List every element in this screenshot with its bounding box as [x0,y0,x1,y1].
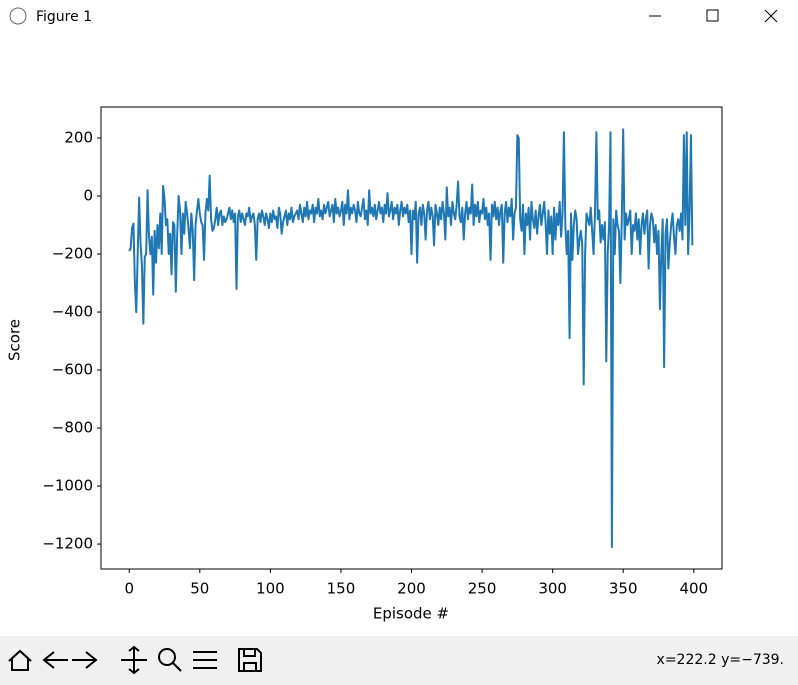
home-button[interactable] [8,649,32,671]
score-line [128,128,694,548]
x-tick-label: 0 [124,580,134,598]
y-tick-label: −1200 [42,535,93,553]
x-tick-label: 50 [190,580,209,598]
coordinates: x=222.2 y=−739. [657,652,784,668]
forward-button[interactable] [72,651,98,669]
y-tick-label: −800 [52,419,93,437]
y-tick-label: −400 [52,303,93,321]
y-tick-label: −600 [52,361,93,379]
app-icon [9,7,27,25]
y-axis-label: Score [6,319,24,361]
x-tick-label: 300 [538,580,567,598]
close-button[interactable] [764,9,778,23]
y-tick-label: 200 [64,129,93,147]
save-button[interactable] [238,648,262,672]
y-tick-label: −1000 [42,477,93,495]
x-tick-label: 200 [397,580,426,598]
window-title: Figure 1 [36,9,92,25]
pan-button[interactable] [121,645,147,675]
x-axis-label: Episode # [373,605,449,623]
x-tick-label: 400 [679,580,708,598]
y-tick-label: 0 [83,187,93,205]
x-tick-label: 100 [256,580,285,598]
x-tick-label: 250 [468,580,497,598]
back-button[interactable] [42,651,68,669]
zoom-button[interactable] [158,648,182,672]
y-tick-label: −200 [52,245,93,263]
configure-button[interactable] [193,651,217,669]
x-tick-label: 150 [327,580,356,598]
x-tick-label: 350 [609,580,638,598]
maximize-button[interactable] [706,9,719,22]
